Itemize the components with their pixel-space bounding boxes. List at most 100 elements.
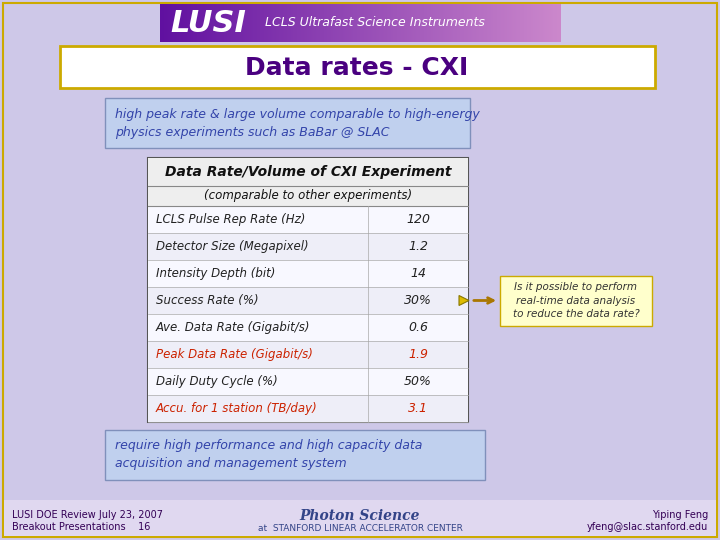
Bar: [257, 4, 259, 42]
Bar: [313, 4, 315, 42]
Bar: [471, 4, 472, 42]
Bar: [421, 4, 423, 42]
Bar: [357, 4, 359, 42]
Bar: [392, 4, 394, 42]
Bar: [431, 4, 433, 42]
Text: Success Rate (%): Success Rate (%): [156, 294, 258, 307]
Bar: [364, 4, 366, 42]
Bar: [462, 4, 463, 42]
Bar: [552, 4, 554, 42]
Bar: [327, 4, 328, 42]
Bar: [399, 4, 400, 42]
Bar: [400, 4, 402, 42]
Bar: [283, 4, 284, 42]
Polygon shape: [459, 295, 469, 306]
Bar: [556, 4, 558, 42]
Bar: [543, 4, 544, 42]
Bar: [310, 4, 312, 42]
Text: 30%: 30%: [404, 294, 432, 307]
Bar: [279, 4, 281, 42]
Bar: [401, 4, 403, 42]
Text: Detector Size (Megapixel): Detector Size (Megapixel): [156, 240, 309, 253]
Bar: [333, 4, 336, 42]
Bar: [300, 4, 302, 42]
Bar: [312, 4, 314, 42]
Bar: [463, 4, 464, 42]
Bar: [341, 4, 343, 42]
Bar: [557, 4, 559, 42]
Bar: [457, 4, 459, 42]
Bar: [404, 4, 406, 42]
Bar: [413, 4, 415, 42]
Bar: [4, 500, 716, 536]
Bar: [496, 4, 498, 42]
Bar: [393, 4, 395, 42]
Bar: [188, 4, 190, 42]
Text: 0.6: 0.6: [408, 321, 428, 334]
Bar: [243, 4, 245, 42]
Bar: [148, 186, 468, 206]
Bar: [408, 4, 410, 42]
Bar: [291, 4, 292, 42]
Text: 50%: 50%: [404, 375, 432, 388]
Bar: [256, 4, 258, 42]
Bar: [263, 4, 264, 42]
Bar: [449, 4, 451, 42]
Bar: [249, 4, 251, 42]
Bar: [268, 4, 270, 42]
Bar: [168, 4, 170, 42]
Bar: [269, 4, 271, 42]
Bar: [181, 4, 183, 42]
Bar: [302, 4, 303, 42]
Bar: [266, 4, 269, 42]
Bar: [534, 4, 535, 42]
Bar: [197, 4, 199, 42]
Text: Peak Data Rate (Gigabit/s): Peak Data Rate (Gigabit/s): [156, 348, 313, 361]
Bar: [454, 4, 456, 42]
Bar: [166, 4, 167, 42]
Bar: [360, 4, 362, 42]
Bar: [289, 4, 291, 42]
Text: 1.2: 1.2: [408, 240, 428, 253]
Bar: [186, 4, 189, 42]
Bar: [207, 4, 209, 42]
Bar: [387, 4, 389, 42]
Bar: [368, 4, 370, 42]
Bar: [287, 4, 289, 42]
Bar: [380, 4, 382, 42]
Bar: [426, 4, 427, 42]
Bar: [476, 4, 478, 42]
Bar: [288, 4, 290, 42]
Bar: [510, 4, 513, 42]
Bar: [535, 4, 536, 42]
Bar: [330, 4, 333, 42]
Bar: [427, 4, 428, 42]
Bar: [541, 4, 543, 42]
Bar: [253, 4, 255, 42]
Bar: [382, 4, 383, 42]
Bar: [340, 4, 342, 42]
Bar: [412, 4, 414, 42]
Bar: [537, 4, 539, 42]
Bar: [520, 4, 522, 42]
Bar: [274, 4, 275, 42]
Bar: [365, 4, 367, 42]
Text: LUSI: LUSI: [170, 10, 246, 38]
Bar: [369, 4, 372, 42]
Bar: [200, 4, 202, 42]
Bar: [477, 4, 480, 42]
Bar: [148, 158, 468, 186]
Bar: [211, 4, 212, 42]
Bar: [468, 4, 470, 42]
Bar: [196, 4, 198, 42]
Text: 14: 14: [410, 267, 426, 280]
Bar: [499, 4, 500, 42]
Bar: [240, 4, 242, 42]
Bar: [354, 4, 355, 42]
Bar: [509, 4, 511, 42]
Bar: [484, 4, 486, 42]
Bar: [372, 4, 374, 42]
Bar: [318, 4, 319, 42]
Bar: [528, 4, 530, 42]
Bar: [521, 4, 523, 42]
